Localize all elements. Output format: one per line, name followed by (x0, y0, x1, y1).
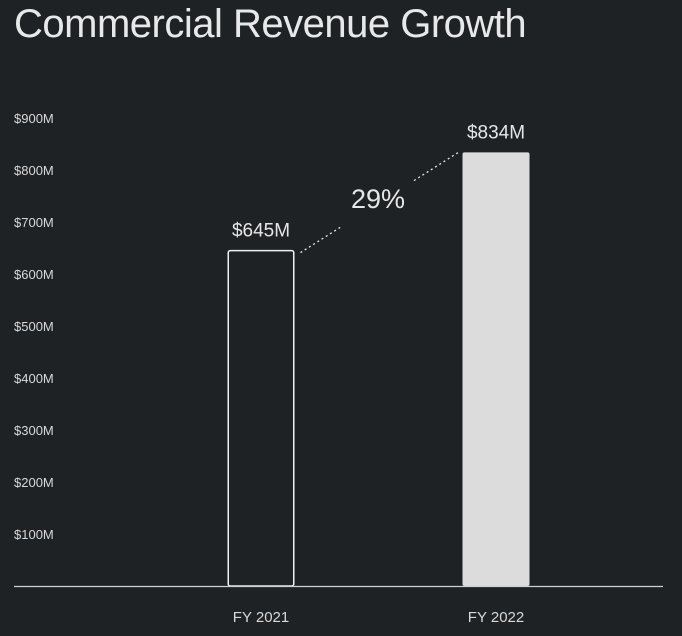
y-tick-label: $600M (14, 267, 54, 282)
growth-percent-label: 29% (351, 184, 405, 214)
y-tick-label: $500M (14, 319, 54, 334)
growth-connector-line (413, 151, 459, 182)
y-tick-label: $100M (14, 527, 54, 542)
bar (227, 249, 295, 587)
y-tick-label: $300M (14, 423, 54, 438)
y-tick-label: $200M (14, 475, 54, 490)
y-tick-label: $800M (14, 163, 54, 178)
chart-title: Commercial Revenue Growth (14, 2, 527, 46)
x-tick-label: FY 2021 (233, 609, 289, 626)
data-label: $834M (467, 122, 525, 143)
y-axis-ticks: $100M $200M $300M $400M $500M $600M $700M $800M… (14, 111, 54, 542)
growth-connector-line (300, 225, 343, 254)
x-tick-label: FY 2022 (468, 609, 524, 626)
bar (462, 152, 530, 586)
growth-connector: 29% (300, 151, 459, 254)
bars: $645M $834M (227, 122, 530, 587)
y-tick-label: $900M (14, 111, 54, 126)
y-tick-label: $400M (14, 371, 54, 386)
data-label: $645M (232, 221, 290, 242)
y-tick-label: $700M (14, 215, 54, 230)
x-axis-ticks: FY 2021 FY 2022 (233, 609, 524, 626)
